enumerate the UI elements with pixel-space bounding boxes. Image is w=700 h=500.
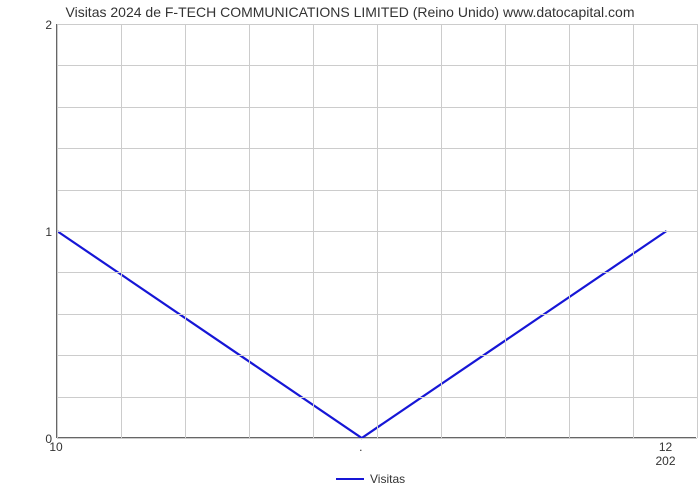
grid-line-v bbox=[441, 24, 442, 438]
x-tick-label: 10 bbox=[36, 440, 76, 454]
grid-line-v bbox=[57, 24, 58, 438]
y-tick-label: 1 bbox=[22, 225, 52, 239]
legend-label: Visitas bbox=[370, 472, 405, 486]
grid-line-v bbox=[569, 24, 570, 438]
y-tick-label: 2 bbox=[22, 18, 52, 32]
grid-line-v bbox=[249, 24, 250, 438]
grid-line-v bbox=[633, 24, 634, 438]
x-tick-sublabel: 202 bbox=[646, 454, 686, 468]
x-tick-dot: . bbox=[356, 440, 366, 454]
legend-swatch bbox=[336, 478, 364, 480]
chart-title: Visitas 2024 de F-TECH COMMUNICATIONS LI… bbox=[0, 4, 700, 20]
grid-line-v bbox=[313, 24, 314, 438]
grid-line-v bbox=[697, 24, 698, 438]
chart-container: Visitas 2024 de F-TECH COMMUNICATIONS LI… bbox=[0, 0, 700, 500]
grid-line-v bbox=[505, 24, 506, 438]
grid-line-h bbox=[57, 438, 697, 439]
grid-line-v bbox=[185, 24, 186, 438]
grid-line-v bbox=[377, 24, 378, 438]
legend: Visitas bbox=[336, 472, 405, 486]
grid-line-v bbox=[121, 24, 122, 438]
x-tick-label: 12 bbox=[646, 440, 686, 454]
plot-area bbox=[56, 24, 696, 438]
